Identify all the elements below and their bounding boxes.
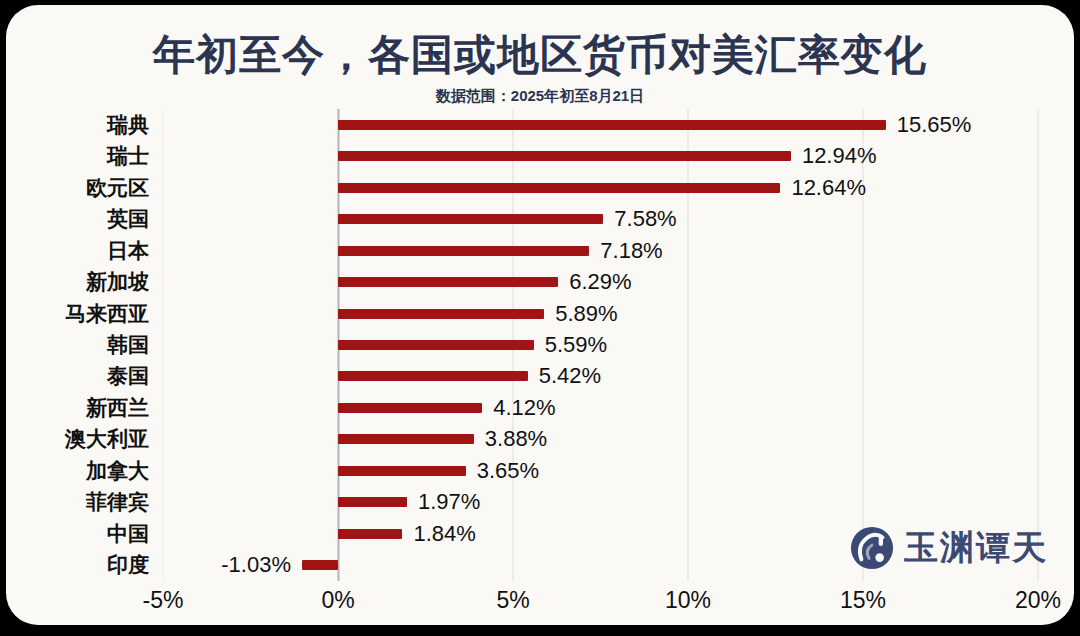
category-label: 韩国 — [107, 331, 149, 359]
value-label: 12.64% — [791, 175, 866, 201]
bar — [338, 214, 603, 224]
category-label: 欧元区 — [86, 174, 149, 202]
category-label: 泰国 — [107, 362, 149, 390]
bar — [302, 560, 338, 570]
bar-row: 新加坡6.29% — [163, 266, 1038, 297]
bar — [338, 340, 534, 350]
value-label: 12.94% — [802, 143, 877, 169]
bar-row: 澳大利亚3.88% — [163, 424, 1038, 455]
category-label: 新加坡 — [86, 268, 149, 296]
bar-row: 英国7.58% — [163, 203, 1038, 234]
category-label: 英国 — [107, 205, 149, 233]
screen: { "page": { "title": "年初至今，各国或地区货币对美汇率变化… — [0, 0, 1080, 636]
value-label: 5.59% — [545, 332, 607, 358]
bar-row: 瑞士12.94% — [163, 140, 1038, 171]
bar-row: 菲律宾1.97% — [163, 487, 1038, 518]
bar — [338, 183, 780, 193]
bar — [338, 403, 482, 413]
x-tick-label: 10% — [665, 587, 711, 614]
category-label: 瑞典 — [107, 111, 149, 139]
logo-text: 玉渊谭天 — [904, 525, 1048, 571]
x-tick-label: 20% — [1015, 587, 1061, 614]
value-label: 3.65% — [477, 458, 539, 484]
bar-row: 欧元区12.64% — [163, 172, 1038, 203]
chart-card: 年初至今，各国或地区货币对美汇率变化 数据范围：2025年初至8月21日 瑞典1… — [6, 5, 1074, 625]
value-label: 1.84% — [413, 521, 475, 547]
bar-row: 新西兰4.12% — [163, 392, 1038, 423]
bar — [338, 246, 589, 256]
x-tick-label: -5% — [143, 587, 184, 614]
value-label: 7.18% — [600, 238, 662, 264]
bar — [338, 309, 544, 319]
value-label: -1.03% — [221, 552, 291, 578]
plot-area: 瑞典15.65%瑞士12.94%欧元区12.64%英国7.58%日本7.18%新… — [163, 109, 1038, 581]
bar — [338, 120, 886, 130]
bar — [338, 529, 402, 539]
bar — [338, 466, 466, 476]
bar-row: 日本7.18% — [163, 235, 1038, 266]
value-label: 7.58% — [614, 206, 676, 232]
x-axis: -5%0%5%10%15%20% — [163, 585, 1038, 619]
bar-row: 韩国5.59% — [163, 329, 1038, 360]
category-label: 加拿大 — [86, 457, 149, 485]
x-tick-label: 0% — [321, 587, 354, 614]
category-label: 澳大利亚 — [65, 425, 149, 453]
value-label: 6.29% — [569, 269, 631, 295]
x-tick-label: 15% — [840, 587, 886, 614]
value-label: 15.65% — [897, 112, 972, 138]
bar — [338, 277, 558, 287]
category-label: 日本 — [107, 237, 149, 265]
bar-row: 加拿大3.65% — [163, 455, 1038, 486]
value-label: 1.97% — [418, 489, 480, 515]
bar — [338, 371, 528, 381]
category-label: 马来西亚 — [65, 300, 149, 328]
category-label: 菲律宾 — [86, 488, 149, 516]
bar — [338, 434, 474, 444]
yuyuantantian-swirl-icon — [849, 525, 895, 571]
category-label: 瑞士 — [107, 142, 149, 170]
chart-subtitle: 数据范围：2025年初至8月21日 — [6, 87, 1074, 106]
x-tick-label: 5% — [496, 587, 529, 614]
value-label: 5.42% — [539, 363, 601, 389]
category-label: 新西兰 — [86, 394, 149, 422]
bar — [338, 497, 407, 507]
bar-row: 泰国5.42% — [163, 361, 1038, 392]
value-label: 3.88% — [485, 426, 547, 452]
value-label: 4.12% — [493, 395, 555, 421]
category-label: 中国 — [107, 520, 149, 548]
logo: 玉渊谭天 — [849, 525, 1048, 571]
category-label: 印度 — [107, 551, 149, 579]
value-label: 5.89% — [555, 301, 617, 327]
chart-title: 年初至今，各国或地区货币对美汇率变化 — [6, 27, 1074, 83]
bar-row: 瑞典15.65% — [163, 109, 1038, 140]
bar-row: 马来西亚5.89% — [163, 298, 1038, 329]
bar — [338, 151, 791, 161]
